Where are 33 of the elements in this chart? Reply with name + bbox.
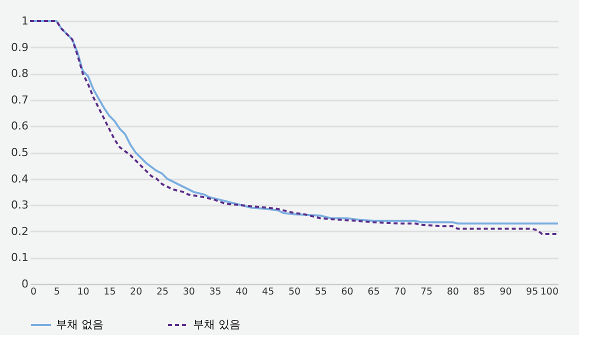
x-tick-label: 30 [182,286,195,298]
x-tick-label: 75 [420,286,433,298]
x-tick-label: 65 [368,286,380,298]
y-tick-label: 0.4 [11,172,28,186]
y-tick-label: 0.7 [11,93,28,106]
x-tick-label: 85 [473,286,486,298]
x-tick-label: 10 [77,286,90,298]
x-tick-label: 5 [54,286,60,298]
x-tick-label: 70 [394,286,406,298]
y-tick-label: 0.3 [11,198,28,212]
x-tick-label: 20 [130,286,142,298]
x-tick-label: 55 [314,286,327,298]
y-tick-label: 0.5 [11,146,28,159]
x-tick-label: 45 [262,286,274,298]
x-tick-label: 90 [500,286,512,298]
y-tick-label: 0.2 [11,224,28,238]
x-tick-label: 50 [288,286,301,298]
x-tick-label: 0 [30,286,37,298]
x-tick-label: 40 [236,286,248,298]
x-tick-label: 35 [209,286,222,298]
y-tick-label: 0.8 [11,67,28,80]
x-tick-label: 15 [104,286,116,298]
x-tick-label: 80 [446,286,459,298]
x-tick-label: 95 [526,286,538,298]
y-tick-label: 0.9 [11,40,28,54]
x-tick-label: 60 [341,286,354,298]
x-tick-label: 100 [540,286,558,298]
y-tick-label: 1 [22,14,28,28]
y-tick-label: 0.6 [11,120,28,133]
legend-label: 부채 없음 [56,318,104,331]
x-tick-label: 25 [156,286,169,298]
legend-label: 부채 있음 [193,318,240,331]
y-tick-label: 0.1 [11,251,28,264]
